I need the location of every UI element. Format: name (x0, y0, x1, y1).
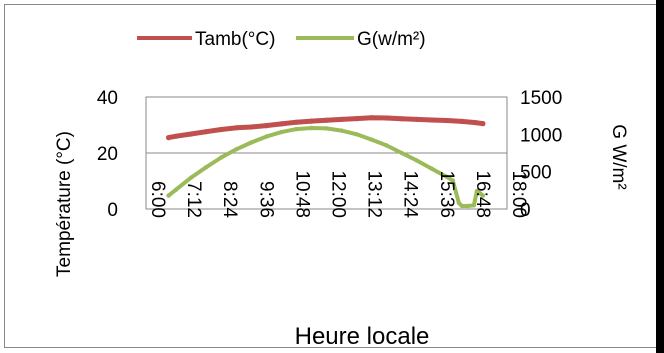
point-0-15 (384, 115, 390, 121)
point-1-17 (414, 158, 419, 163)
x-tick-7: 14:24 (400, 170, 421, 218)
point-1-19 (444, 174, 449, 180)
y-left-tick-1: 20 (97, 144, 118, 165)
x-tick-0: 6:00 (147, 181, 168, 218)
y-right-tick-2: 1000 (520, 125, 562, 146)
point-1-22 (459, 203, 465, 209)
point-1-2 (188, 175, 194, 180)
x-tick-10: 18:00 (508, 170, 529, 218)
point-1-18 (429, 166, 434, 171)
window-edge (656, 0, 664, 353)
point-1-24 (471, 203, 477, 208)
point-1-15 (384, 143, 389, 148)
x-tick-5: 12:00 (328, 170, 349, 218)
point-0-14 (369, 115, 375, 121)
x-tick-3: 9:36 (255, 181, 276, 218)
x-tick-2: 8:24 (219, 181, 240, 218)
series-line-1 (166, 126, 485, 208)
point-0-5 (233, 125, 239, 131)
point-0-8 (278, 121, 284, 127)
point-1-1 (173, 187, 179, 192)
point-1-3 (204, 165, 209, 170)
y-left-tick-0: 0 (107, 200, 118, 221)
y-right-tick-1: 500 (520, 163, 552, 184)
point-0-9 (293, 119, 299, 125)
point-1-4 (219, 155, 224, 160)
point-0-13 (354, 116, 360, 122)
x-tick-4: 10:48 (291, 170, 312, 218)
point-0-21 (474, 120, 480, 126)
x-tick-6: 13:12 (364, 170, 385, 218)
point-0-18 (429, 117, 435, 123)
legend: Tamb(°C) G(w/m²) (137, 29, 426, 50)
point-0-6 (248, 124, 254, 130)
point-0-7 (263, 123, 269, 129)
x-axis-label: Heure locale (295, 323, 430, 350)
point-1-5 (234, 147, 239, 152)
point-1-6 (249, 140, 254, 145)
point-0-11 (323, 117, 330, 123)
point-0-17 (414, 116, 420, 122)
point-1-14 (369, 137, 374, 142)
point-0-22 (480, 121, 486, 127)
point-0-1 (173, 133, 179, 139)
legend-label-tamb: Tamb(°C) (195, 29, 275, 50)
series-lines (166, 115, 486, 209)
point-1-20 (450, 178, 455, 183)
legend-label-g: G(w/m²) (357, 29, 426, 50)
chart-frame (4, 4, 658, 348)
point-1-9 (294, 126, 299, 132)
point-0-12 (338, 116, 345, 122)
y-axis-label-left: Température (°C) (54, 131, 75, 277)
tick-labels: 0 20 40 0 500 1000 1500 6:00 7:12 8:24 9:36 10:48 12… (97, 88, 562, 221)
point-1-21 (456, 200, 462, 206)
x-tick-8: 15:36 (436, 170, 457, 218)
point-1-12 (339, 128, 344, 133)
point-1-11 (324, 126, 329, 131)
point-1-10 (309, 125, 314, 131)
point-1-7 (264, 134, 269, 139)
y-left-tick-2: 40 (97, 88, 118, 109)
point-1-13 (354, 132, 359, 137)
point-1-26 (477, 191, 483, 196)
plot-area (145, 96, 508, 210)
y-axis-label-right: G W/m² (608, 124, 629, 189)
point-0-10 (308, 118, 315, 124)
point-1-0 (166, 193, 171, 198)
point-0-3 (203, 129, 209, 135)
point-0-16 (399, 116, 405, 122)
point-0-19 (444, 117, 450, 124)
y-right-tick-0: 0 (520, 200, 531, 221)
point-0-20 (459, 118, 465, 124)
point-0-0 (166, 135, 172, 141)
point-1-8 (279, 129, 284, 135)
x-tick-9: 16:48 (472, 170, 493, 218)
point-1-27 (480, 193, 486, 198)
point-1-16 (399, 150, 404, 156)
point-0-2 (188, 131, 194, 137)
point-1-23 (465, 203, 471, 209)
point-0-4 (218, 126, 224, 133)
x-tick-1: 7:12 (183, 181, 204, 218)
y-right-tick-3: 1500 (520, 88, 562, 109)
